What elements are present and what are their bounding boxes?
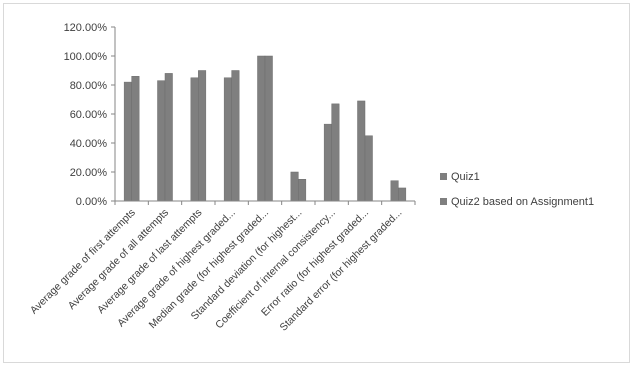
legend: Quiz1 Quiz2 based on Assignment1 [440,171,594,208]
legend-swatch [440,198,447,205]
y-tick-label: 80.00% [70,80,108,92]
chart-frame [3,3,630,363]
bar-quiz1-6 [323,123,332,202]
bar-quiz1-8 [390,180,399,202]
y-tick-label: 0.00% [76,196,107,208]
y-tick-label: 40.00% [70,138,108,150]
y-axis: 0.00% 20.00% 40.00% 60.00% 80.00% 100.00% 120.… [64,22,116,208]
bar-quiz2-7 [364,135,373,202]
bar-quiz1-4 [257,55,266,202]
bar-quiz1-2 [190,77,199,202]
bar-quiz2-5 [298,179,307,202]
legend-label: Quiz1 [451,171,480,183]
y-tick-label: 60.00% [70,109,108,121]
bar-quiz1-7 [357,100,366,202]
x-category-label: Median grade (for highest graded... [147,207,271,331]
y-tick-label: 120.00% [64,22,108,34]
x-category-label: Coefficient of internal consistency... [213,207,338,332]
y-tick-label: 20.00% [70,167,108,179]
legend-swatch [440,173,447,180]
bar-quiz2-0 [131,76,140,202]
y-tick-label: 100.00% [64,51,108,63]
x-category-label: Standard error (for highest graded... [278,207,405,334]
bar-quiz1-0 [123,81,132,202]
bar-quiz1-1 [157,80,166,202]
bar-quiz2-8 [398,187,407,202]
legend-label: Quiz2 based on Assignment1 [451,196,594,208]
bar-quiz2-3 [231,70,240,202]
bar-quiz2-6 [331,103,340,202]
bar-quiz1-5 [290,171,299,202]
bars [123,55,407,202]
bar-quiz2-2 [198,70,207,202]
bar-quiz1-3 [223,77,232,202]
bar-quiz2-4 [264,55,273,202]
bar-quiz2-1 [164,73,173,202]
